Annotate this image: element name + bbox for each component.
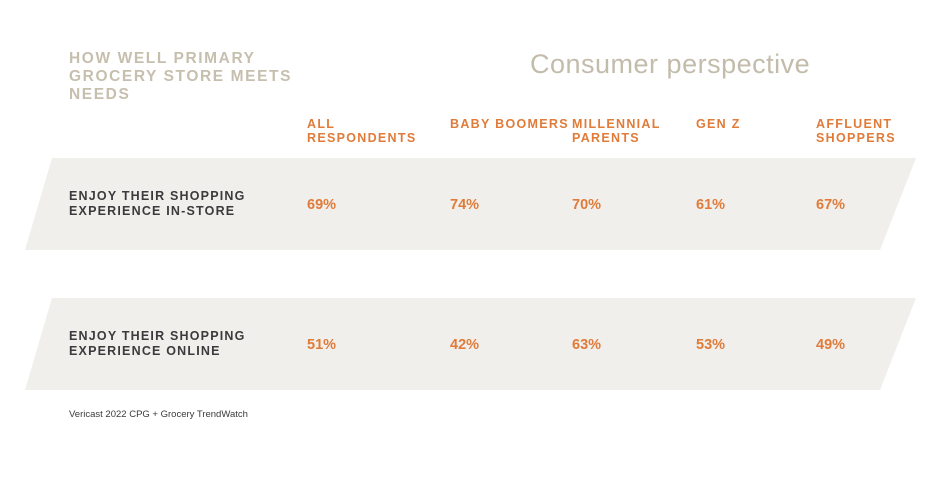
source-note: Vericast 2022 CPG + Grocery TrendWatch <box>69 409 248 420</box>
perspective-title: Consumer perspective <box>530 49 811 79</box>
cell-value: 53% <box>696 337 726 353</box>
column-header-millennial-parents: MILLENNIAL PARENTS <box>572 117 661 145</box>
cell-value: 61% <box>696 197 726 213</box>
table-row: ENJOY THEIR SHOPPING EXPERIENCE ONLINE 5… <box>0 298 950 390</box>
row-label: ENJOY THEIR SHOPPING EXPERIENCE IN-STORE <box>69 189 246 218</box>
cell-value: 51% <box>307 337 337 353</box>
row-band-background <box>25 298 916 390</box>
column-header-gen-z: GEN Z <box>696 117 741 131</box>
cell-value: 42% <box>450 337 480 353</box>
table-row: ENJOY THEIR SHOPPING EXPERIENCE IN-STORE… <box>0 158 950 250</box>
cell-value: 69% <box>307 197 337 213</box>
row-band-background <box>25 158 916 250</box>
column-header-affluent-shoppers: AFFLUENT SHOPPERS <box>816 117 896 145</box>
section-title: HOW WELL PRIMARY GROCERY STORE MEETS NEE… <box>69 50 293 103</box>
cell-value: 74% <box>450 197 480 213</box>
row-label: ENJOY THEIR SHOPPING EXPERIENCE ONLINE <box>69 329 246 358</box>
cell-value: 67% <box>816 197 846 213</box>
cell-value: 70% <box>572 197 602 213</box>
column-header-all-respondents: ALL RESPONDENTS <box>307 117 417 145</box>
cell-value: 49% <box>816 337 846 353</box>
cell-value: 63% <box>572 337 602 353</box>
column-header-baby-boomers: BABY BOOMERS <box>450 117 569 131</box>
